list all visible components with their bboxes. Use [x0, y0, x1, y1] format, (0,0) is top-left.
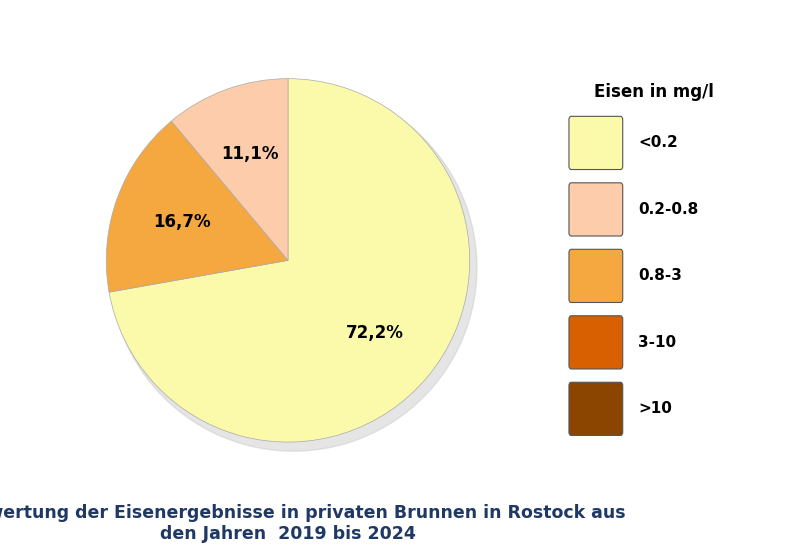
Text: 0.8-3: 0.8-3	[638, 268, 682, 284]
Text: 72,2%: 72,2%	[346, 324, 403, 342]
FancyBboxPatch shape	[569, 116, 622, 170]
Wedge shape	[171, 79, 288, 260]
Text: >10: >10	[638, 401, 672, 417]
Wedge shape	[109, 79, 470, 442]
Text: 11,1%: 11,1%	[221, 146, 278, 163]
FancyBboxPatch shape	[569, 316, 622, 369]
Text: <0.2: <0.2	[638, 135, 678, 151]
Text: Auswertung der Eisenergebnisse in privaten Brunnen in Rostock aus
den Jahren  20: Auswertung der Eisenergebnisse in privat…	[0, 504, 626, 543]
Ellipse shape	[110, 84, 477, 451]
Text: 16,7%: 16,7%	[154, 213, 211, 231]
FancyBboxPatch shape	[569, 183, 622, 236]
FancyBboxPatch shape	[569, 382, 622, 435]
Text: Eisen in mg/l: Eisen in mg/l	[594, 83, 714, 101]
Text: 3-10: 3-10	[638, 335, 677, 350]
FancyBboxPatch shape	[569, 249, 622, 302]
Wedge shape	[106, 121, 288, 292]
Text: 0.2-0.8: 0.2-0.8	[638, 202, 698, 217]
